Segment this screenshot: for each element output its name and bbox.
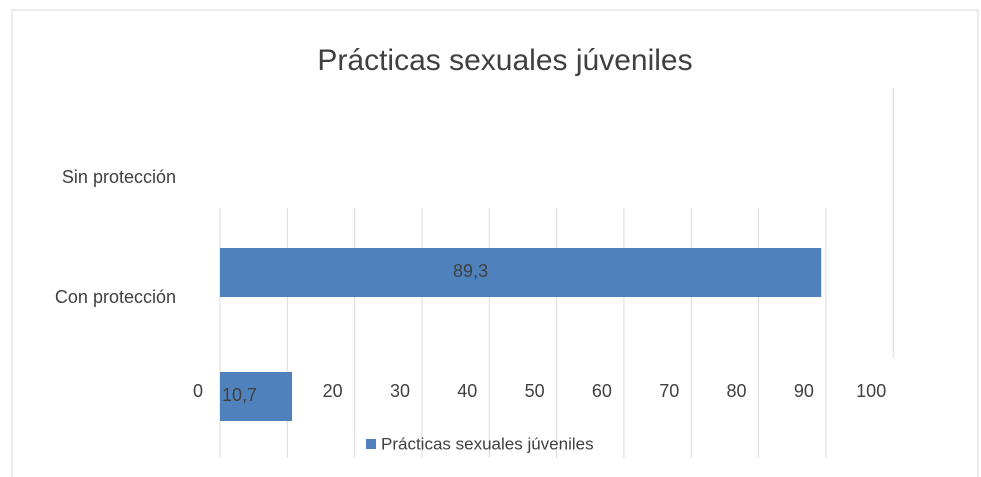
x-tick-label: 20 xyxy=(323,381,343,401)
x-tick-label: 60 xyxy=(592,381,612,401)
x-tick-label: 0 xyxy=(193,381,203,401)
category-label: Sin protección xyxy=(62,167,176,187)
chart-frame xyxy=(11,9,979,477)
x-tick-label: 80 xyxy=(727,381,747,401)
value-label: 89,3 xyxy=(453,261,488,281)
bar xyxy=(220,248,822,297)
x-tick-label: 50 xyxy=(525,381,545,401)
x-tick-label: 30 xyxy=(390,381,410,401)
bar xyxy=(220,372,293,421)
chart-title: Prácticas sexuales júveniles xyxy=(317,44,692,77)
legend-swatch xyxy=(366,439,376,449)
x-tick-label: 70 xyxy=(659,381,679,401)
category-label: Con protección xyxy=(55,287,176,307)
x-tick-label: 100 xyxy=(856,381,886,401)
legend-label: Prácticas sexuales júveniles xyxy=(381,434,594,453)
x-tick-label: 40 xyxy=(457,381,477,401)
value-label: 10,7 xyxy=(222,385,257,405)
x-tick-label: 90 xyxy=(794,381,814,401)
